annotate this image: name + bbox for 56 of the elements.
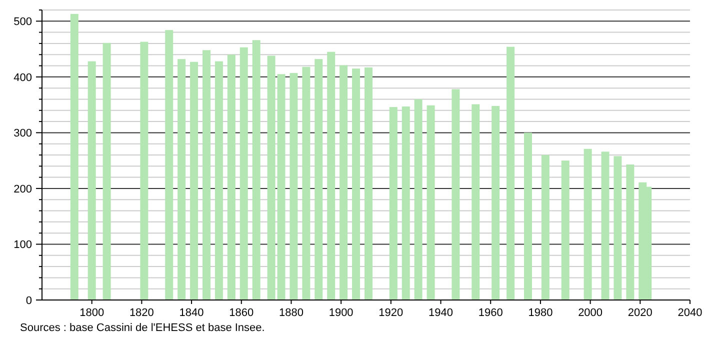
bar [389, 107, 398, 300]
y-tick-label: 0 [26, 294, 32, 307]
bar [302, 66, 310, 300]
bar [102, 42, 111, 300]
bar [314, 59, 323, 300]
bar [524, 132, 532, 300]
bar [601, 152, 610, 300]
bar [70, 14, 78, 300]
bar [227, 54, 236, 300]
bar [240, 47, 248, 300]
source-note: Sources : base Cassini de l'EHESS et base Insee. [20, 322, 265, 334]
y-tick-label: 200 [14, 183, 32, 196]
x-tick-label: 1920 [378, 307, 404, 319]
y-tick-label: 100 [14, 239, 32, 252]
bar [541, 155, 550, 300]
bar [140, 42, 148, 300]
x-tick-label: 2000 [578, 307, 603, 319]
y-tick-label: 500 [14, 16, 32, 28]
bar [190, 62, 198, 300]
bar [492, 106, 500, 300]
x-tick-label: 1860 [229, 307, 254, 319]
x-tick-label: 1840 [179, 307, 204, 319]
bar [88, 61, 96, 300]
x-tick-label: 1880 [278, 307, 304, 319]
bar [364, 67, 372, 300]
bar [626, 164, 634, 300]
bar [252, 40, 260, 300]
bar [402, 106, 410, 300]
bar [472, 104, 480, 300]
bar [340, 65, 348, 300]
bar [290, 73, 298, 300]
bar [267, 56, 276, 300]
bar [584, 148, 592, 300]
bar [414, 99, 422, 300]
bar [178, 59, 186, 300]
x-tick-label: 1960 [478, 307, 503, 319]
bar [214, 61, 223, 300]
x-tick-label: 1800 [80, 307, 104, 319]
bar [452, 89, 460, 300]
bar [352, 68, 360, 300]
x-tick-label: 1940 [428, 307, 454, 319]
bar [426, 105, 435, 300]
bar [202, 50, 210, 300]
bar [327, 52, 336, 300]
x-tick-label: 1900 [328, 307, 354, 319]
bar [506, 46, 515, 300]
y-tick-label: 300 [14, 128, 32, 140]
x-tick-label: 2020 [628, 307, 652, 319]
x-tick-label: 2040 [678, 307, 702, 319]
bar [561, 160, 570, 300]
bar [614, 156, 622, 300]
bar [165, 30, 174, 300]
y-tick-label: 400 [14, 72, 32, 84]
x-tick-label: 1980 [528, 307, 553, 319]
x-tick-label: 1820 [129, 307, 154, 319]
bar [277, 74, 286, 300]
